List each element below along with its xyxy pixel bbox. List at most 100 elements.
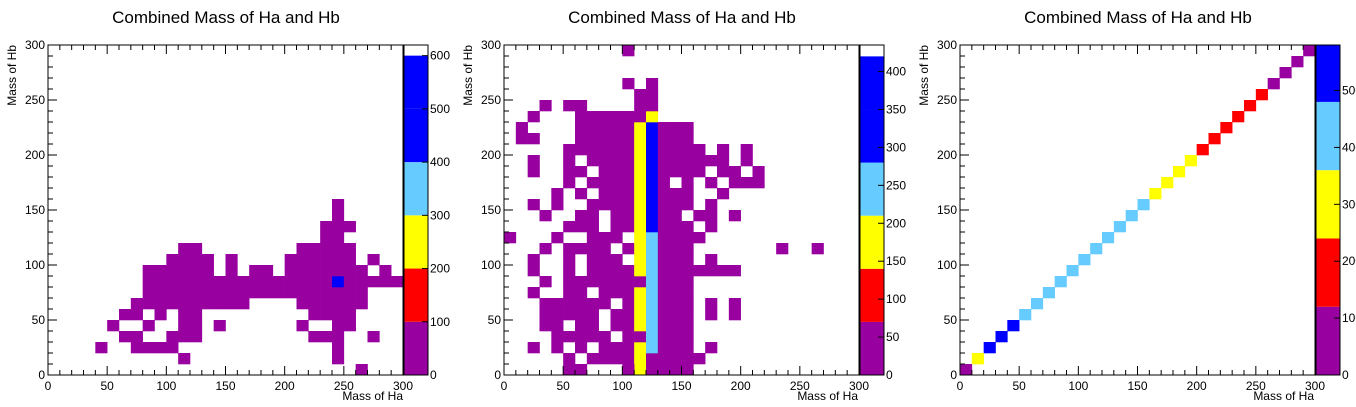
heatmap-cell xyxy=(563,331,576,343)
heatmap-cell xyxy=(622,320,635,332)
heatmap-cell xyxy=(586,177,599,189)
chart-title: Combined Mass of Ha and Hb xyxy=(568,8,796,27)
x-tick-label: 250 xyxy=(790,379,810,393)
heatmap-cell xyxy=(646,177,659,189)
color-scale: 0 100 200 300 400 500 xyxy=(1315,44,1356,382)
color-scale-band xyxy=(1316,101,1340,171)
z-tick-label: 0 xyxy=(886,368,893,382)
heatmap-cell xyxy=(681,320,694,332)
heatmap-cell xyxy=(142,265,155,277)
heatmap-cell xyxy=(657,188,670,200)
heatmap-cell xyxy=(308,276,321,288)
heatmap-cell xyxy=(740,155,753,167)
heatmap-cell xyxy=(563,254,576,266)
heatmap-cell xyxy=(634,199,647,211)
color-scale-band xyxy=(404,215,428,269)
heatmap-cell xyxy=(646,89,659,101)
heatmap-cell xyxy=(728,265,741,277)
heatmap-cell xyxy=(610,188,623,200)
heatmap-cell xyxy=(646,166,659,178)
heatmap-cell xyxy=(740,144,753,156)
heatmap-cell xyxy=(332,309,345,321)
heatmap-cell xyxy=(142,287,155,299)
heatmap-cell xyxy=(527,155,540,167)
heatmap-cell xyxy=(646,342,659,354)
heatmap-cell xyxy=(646,364,659,376)
heatmap-cell xyxy=(598,188,611,200)
heatmap-cell xyxy=(343,265,356,277)
heatmap-cell xyxy=(575,243,588,255)
heatmap-cell xyxy=(539,210,552,222)
heatmap-cell xyxy=(178,298,191,310)
heatmap-cell xyxy=(622,155,635,167)
heatmap-cell xyxy=(296,254,309,266)
heatmap-cell xyxy=(515,133,528,145)
color-scale: 0 100 200 300 400 500 600 xyxy=(403,44,450,382)
heatmap-cell xyxy=(563,276,576,288)
heatmap-cell xyxy=(717,265,730,277)
heatmap-cells xyxy=(504,45,824,376)
heatmap-cell xyxy=(142,320,155,332)
heatmap-cell xyxy=(622,133,635,145)
heatmap-cell xyxy=(752,166,765,178)
heatmap-cell xyxy=(284,254,297,266)
heatmap-cell xyxy=(622,111,635,123)
z-tick-label: 100 xyxy=(430,315,450,329)
heatmap-cell xyxy=(563,353,576,365)
z-tick-label: 100 xyxy=(886,292,906,306)
heatmap-cell xyxy=(728,298,741,310)
x-tick-label: 150 xyxy=(1127,379,1147,393)
heatmap-cell xyxy=(669,309,682,321)
heatmap-cells xyxy=(960,45,1316,376)
heatmap-cell xyxy=(622,166,635,178)
heatmap-cell xyxy=(551,298,564,310)
heatmap-cell xyxy=(539,243,552,255)
chart-panel-2: Combined Mass of Ha and Hb 0 50 100 150 200 2… xyxy=(461,8,906,403)
heatmap-cell xyxy=(551,320,564,332)
heatmap-cell xyxy=(563,155,576,167)
heatmap-cell xyxy=(367,331,380,343)
heatmap-cell xyxy=(681,188,694,200)
color-scale-band xyxy=(404,162,428,216)
x-tick-label: 150 xyxy=(215,379,235,393)
heatmap-cell xyxy=(332,342,345,354)
heatmap-cell xyxy=(634,210,647,222)
heatmap-cell xyxy=(717,155,730,167)
heatmap-cell xyxy=(166,342,179,354)
heatmap-cell xyxy=(586,111,599,123)
heatmap-cell xyxy=(586,353,599,365)
heatmap-cell xyxy=(178,309,191,321)
heatmap-cell xyxy=(705,265,718,277)
heatmap-cell xyxy=(646,155,659,167)
heatmap-cell xyxy=(681,309,694,321)
heatmap-cell xyxy=(622,78,635,90)
heatmap-cell xyxy=(527,133,540,145)
heatmap-cell xyxy=(681,155,694,167)
heatmap-cell xyxy=(391,276,404,288)
x-tick-label: 0 xyxy=(45,379,52,393)
x-axis-label: Mass of Ha xyxy=(1253,389,1314,403)
y-tick-label: 250 xyxy=(937,93,957,107)
heatmap-cell xyxy=(515,122,528,134)
heatmap-cell xyxy=(622,353,635,365)
heatmap-cell xyxy=(646,111,659,123)
heatmap-cell xyxy=(657,287,670,299)
y-tick-label: 300 xyxy=(937,38,957,52)
color-scale-frame xyxy=(403,44,429,376)
heatmap-cell xyxy=(1232,111,1245,123)
heatmap-cell xyxy=(598,331,611,343)
heatmap-cell xyxy=(669,210,682,222)
heatmap-cell xyxy=(201,298,214,310)
x-tick-label: 0 xyxy=(501,379,508,393)
heatmap-cell xyxy=(646,210,659,222)
z-tick-label: 50 xyxy=(886,330,900,344)
heatmap-cell xyxy=(634,287,647,299)
heatmap-cell xyxy=(201,254,214,266)
heatmap-cell xyxy=(178,320,191,332)
heatmap-cell xyxy=(728,309,741,321)
heatmap-cell xyxy=(586,210,599,222)
heatmap-cell xyxy=(705,298,718,310)
heatmap-cell xyxy=(657,232,670,244)
heatmap-cell xyxy=(190,276,203,288)
heatmap-cell xyxy=(575,122,588,134)
